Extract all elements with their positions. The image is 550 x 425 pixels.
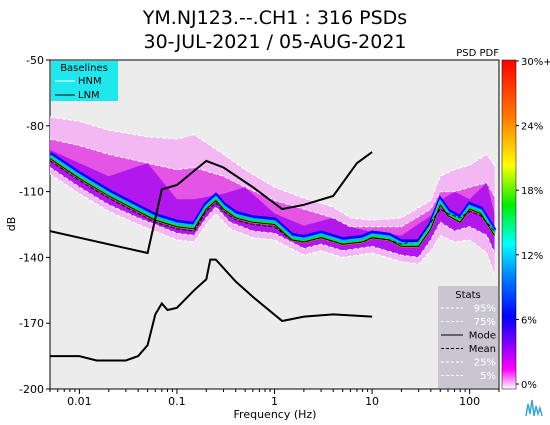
stats-legend-label-3: Mean bbox=[469, 344, 496, 355]
lnm-baseline-curve bbox=[50, 258, 373, 362]
x-tick-label-4: 100 bbox=[459, 395, 480, 408]
x-tick-label-0: 0.01 bbox=[67, 395, 92, 408]
colorbar-tick-label-4: 6% bbox=[521, 315, 537, 326]
stats-legend-title: Stats bbox=[455, 290, 481, 301]
colorbar-tick-label-2: 18% bbox=[521, 186, 543, 197]
chart-title-line1: YM.NJ123.--.CH1 : 316 PSDs bbox=[142, 7, 407, 29]
y-tick-label-0: -50 bbox=[26, 54, 44, 67]
stat-curve-5 bbox=[50, 173, 495, 276]
stats-legend-label-4: 25% bbox=[474, 358, 496, 369]
y-tick-label-1: -80 bbox=[26, 120, 44, 133]
colorbar-tick-label-5: 0% bbox=[521, 380, 537, 391]
stat-curve-75 bbox=[50, 138, 495, 228]
density-band-inner bbox=[50, 149, 495, 258]
stats-legend-label-5: 5% bbox=[480, 371, 496, 382]
colorbar-tick-label-3: 12% bbox=[521, 251, 543, 262]
stat-curve-mean bbox=[50, 160, 495, 245]
colorbar-title: PSD PDF bbox=[456, 48, 499, 59]
stat-curve-25 bbox=[50, 167, 495, 258]
y-tick-label-4: -170 bbox=[19, 317, 44, 330]
colorbar-tick-label-0: 30%+ bbox=[521, 57, 550, 68]
stat-curve-mode bbox=[50, 158, 495, 247]
statistic-curves bbox=[50, 116, 495, 276]
stats-legend-label-0: 95% bbox=[474, 304, 496, 315]
y-axis-label: dB bbox=[5, 217, 18, 232]
colorbar bbox=[501, 59, 517, 390]
density-band-mid bbox=[50, 139, 495, 258]
colorbar-tick-label-1: 24% bbox=[521, 122, 543, 133]
lnm-legend-label: LNM bbox=[78, 90, 100, 101]
stats-legend-label-2: Mode bbox=[469, 331, 496, 342]
stat-curve-95 bbox=[50, 116, 495, 221]
waveform-logo-icon bbox=[525, 399, 543, 417]
y-tick-label-5: -200 bbox=[19, 383, 44, 396]
baselines-legend-title: Baselines bbox=[60, 63, 108, 74]
x-tick-label-1: 0.1 bbox=[168, 395, 186, 408]
colorbar-ticks: 30%+ 24% 18% 12% 6% 0% bbox=[516, 57, 550, 391]
density-core-2 bbox=[50, 156, 496, 247]
y-axis: -50 -80 -110 -140 -170 -200 bbox=[19, 54, 50, 396]
stats-legend-box bbox=[438, 286, 498, 388]
chart-title-line2: 30-JUL-2021 / 05-AUG-2021 bbox=[144, 31, 407, 53]
hnm-baseline-curve bbox=[50, 151, 373, 255]
stats-legend-label-1: 75% bbox=[474, 317, 496, 328]
baselines-legend: Baselines HNM LNM bbox=[51, 61, 118, 101]
baseline-curves bbox=[50, 151, 373, 362]
y-tick-label-3: -140 bbox=[19, 251, 44, 264]
x-tick-label-3: 10 bbox=[365, 395, 379, 408]
hnm-legend-label: HNM bbox=[78, 76, 102, 87]
x-axis: 0.01 0.1 1 10 100 bbox=[49, 389, 500, 408]
x-axis-label: Frequency (Hz) bbox=[234, 408, 317, 421]
x-tick-label-2: 1 bbox=[271, 395, 278, 408]
stats-legend: Stats 95% 75% Mode Mean 25% 5% bbox=[438, 286, 498, 388]
y-tick-label-2: -110 bbox=[19, 186, 44, 199]
